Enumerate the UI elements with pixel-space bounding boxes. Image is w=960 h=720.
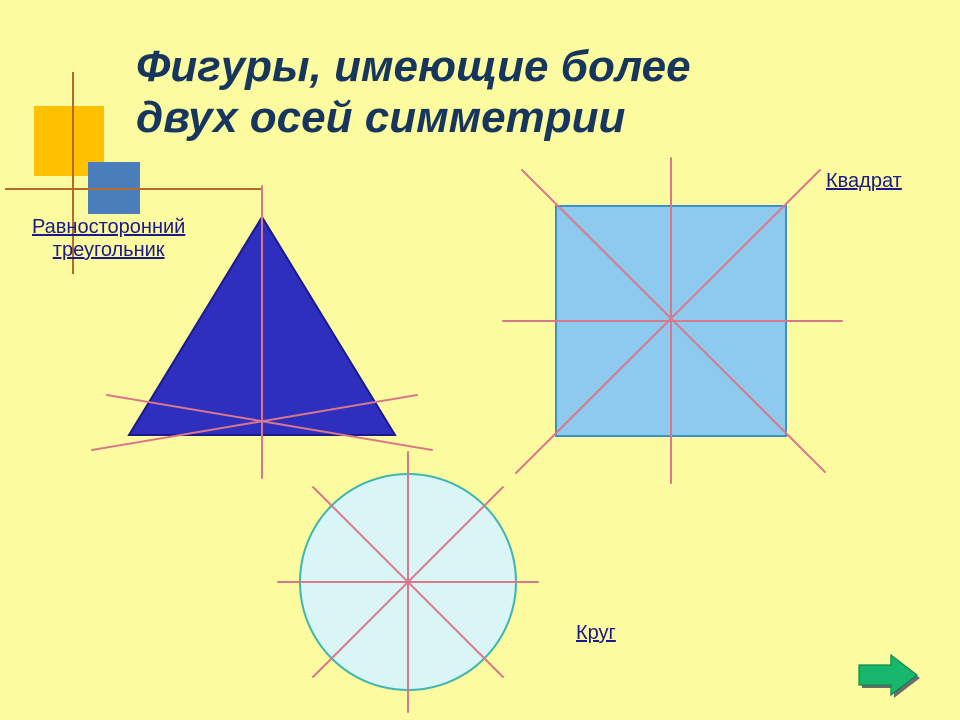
next-button[interactable] [856,652,920,698]
slide-title: Фигуры, имеющие болеедвух осей симметрии [136,42,691,143]
label-circle: Круг [576,622,616,645]
label-triangle: Равносторонний треугольник [32,216,185,262]
square-group [503,158,842,483]
circle-group [278,452,538,712]
slide: Фигуры, имеющие болеедвух осей симметрии… [0,0,960,720]
arrow-right-icon [856,652,920,698]
label-square: Квадрат [826,170,902,193]
